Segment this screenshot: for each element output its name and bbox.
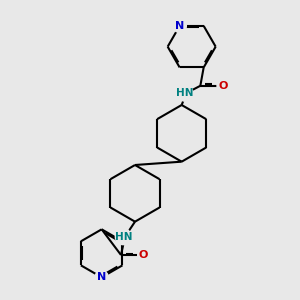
Circle shape	[173, 19, 186, 32]
Circle shape	[177, 85, 193, 101]
Text: HN: HN	[115, 232, 132, 242]
Circle shape	[95, 271, 108, 284]
Text: N: N	[175, 21, 184, 31]
Text: O: O	[218, 81, 228, 91]
Circle shape	[115, 229, 131, 245]
Text: HN: HN	[176, 88, 194, 98]
Text: N: N	[97, 272, 106, 282]
Circle shape	[138, 249, 150, 261]
Circle shape	[217, 80, 229, 92]
Text: O: O	[139, 250, 148, 260]
